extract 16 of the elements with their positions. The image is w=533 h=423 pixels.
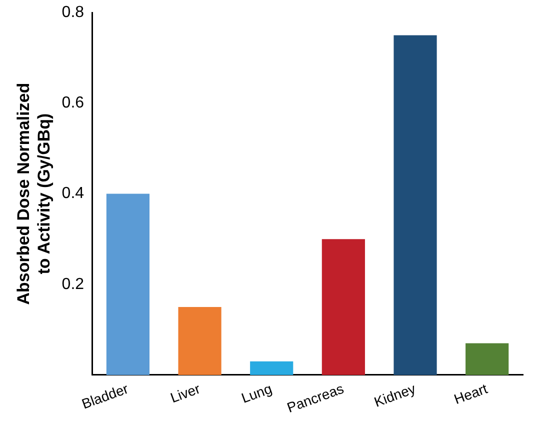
y-tick-label: 0.6 <box>62 94 84 112</box>
x-tick-label: Kidney <box>372 380 418 410</box>
bar <box>178 307 222 375</box>
x-tick-label: Heart <box>452 380 490 408</box>
bar <box>106 194 150 375</box>
y-axis-title: Absorbed Dose Normalized to Activity (Gy/GBq) <box>14 82 54 305</box>
y-tick-label: 0.8 <box>62 4 84 22</box>
x-tick-label: Liver <box>168 380 202 406</box>
x-tick-label: Lung <box>239 380 274 406</box>
bar <box>250 361 294 375</box>
bar <box>322 239 365 375</box>
bar <box>466 343 509 375</box>
x-tick-label: Bladder <box>80 380 131 412</box>
bar <box>394 35 437 375</box>
y-tick-label: 0.2 <box>62 276 84 293</box>
y-tick-label: 0.4 <box>62 185 84 202</box>
